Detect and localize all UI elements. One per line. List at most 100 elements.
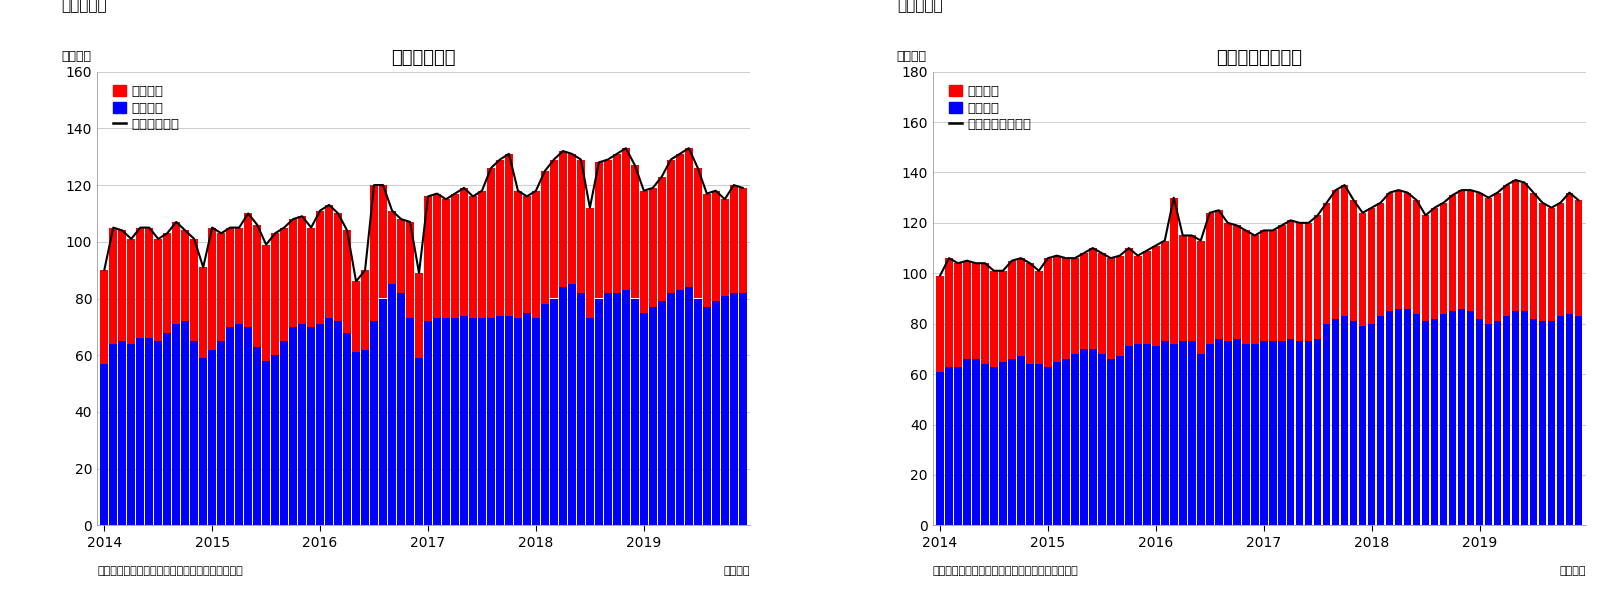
Bar [659,177,665,301]
Bar [1367,324,1375,525]
Bar [396,219,404,293]
Title: 住宅着工許可件数: 住宅着工許可件数 [1217,50,1302,67]
Bar [694,298,702,525]
Bar [1440,203,1448,313]
Bar [262,245,270,361]
Bar [667,159,675,293]
Bar [1081,253,1087,349]
Bar [1404,193,1411,309]
Bar [730,293,738,525]
Bar [298,216,306,324]
Bar [550,159,558,298]
Bar [1071,354,1079,525]
Text: （万件）: （万件） [61,50,91,63]
Bar [1485,198,1492,324]
Bar [1188,341,1196,525]
Bar [173,222,180,324]
Bar [1036,364,1042,525]
Bar [479,190,485,318]
Bar [515,190,521,318]
Bar [1296,341,1304,525]
Bar [1458,190,1466,309]
Bar [1116,256,1123,356]
Bar [540,304,549,525]
Bar [641,190,647,313]
Bar [578,159,584,293]
Bar [649,307,657,525]
Bar [1566,193,1573,313]
Bar [353,352,359,525]
Bar [325,318,333,525]
Bar [1557,316,1565,525]
Bar [1036,271,1042,364]
Bar [434,193,440,318]
Bar [1574,200,1582,316]
Text: （図表１）: （図表１） [61,0,107,13]
Bar [388,284,396,525]
Bar [1205,213,1214,344]
Bar [1053,256,1061,362]
Bar [1170,198,1178,344]
Bar [1180,235,1186,341]
Bar [227,327,235,525]
Bar [1278,341,1286,525]
Bar [937,371,943,525]
Bar [379,185,387,298]
Bar [290,327,298,525]
Bar [316,324,324,525]
Bar [560,287,566,525]
Bar [613,154,621,293]
Bar [1440,313,1448,525]
Bar [316,211,324,324]
Bar [1341,316,1348,525]
Bar [361,270,369,349]
Bar [343,333,351,525]
Bar [684,148,693,287]
Bar [631,165,639,298]
Bar [1197,241,1204,354]
Bar [1044,258,1052,367]
Bar [1286,339,1294,525]
Bar [396,293,404,525]
Bar [1422,216,1429,321]
Bar [1430,319,1438,525]
Bar [604,159,612,293]
Text: （資料）センサス局よりニッセイ基礎研究所作成: （資料）センサス局よりニッセイ基礎研究所作成 [97,566,243,576]
Bar [1304,223,1312,341]
Bar [963,261,971,359]
Bar [684,287,693,525]
Bar [424,196,432,321]
Bar [1359,213,1367,326]
Bar [1197,354,1204,525]
Bar [272,355,278,525]
Bar [442,199,450,318]
Bar [963,359,971,525]
Bar [1026,364,1034,525]
Bar [199,358,207,525]
Bar [1205,344,1214,525]
Bar [110,227,116,344]
Bar [371,185,379,321]
Bar [1511,311,1519,525]
Bar [631,298,639,525]
Bar [217,341,225,525]
Text: （月次）: （月次） [1560,566,1586,576]
Bar [505,154,513,315]
Bar [235,227,243,324]
Bar [343,230,351,333]
Bar [712,190,720,301]
Bar [1018,258,1024,356]
Bar [1116,356,1123,525]
Bar [1377,316,1385,525]
Bar [659,301,665,525]
Bar [1152,346,1160,525]
Bar [578,293,584,525]
Bar [1521,183,1529,311]
Bar [460,188,468,315]
Bar [1385,193,1393,311]
Bar [1367,208,1375,324]
Bar [1251,235,1259,344]
Bar [1466,190,1474,311]
Bar [1413,313,1421,525]
Bar [1548,208,1555,321]
